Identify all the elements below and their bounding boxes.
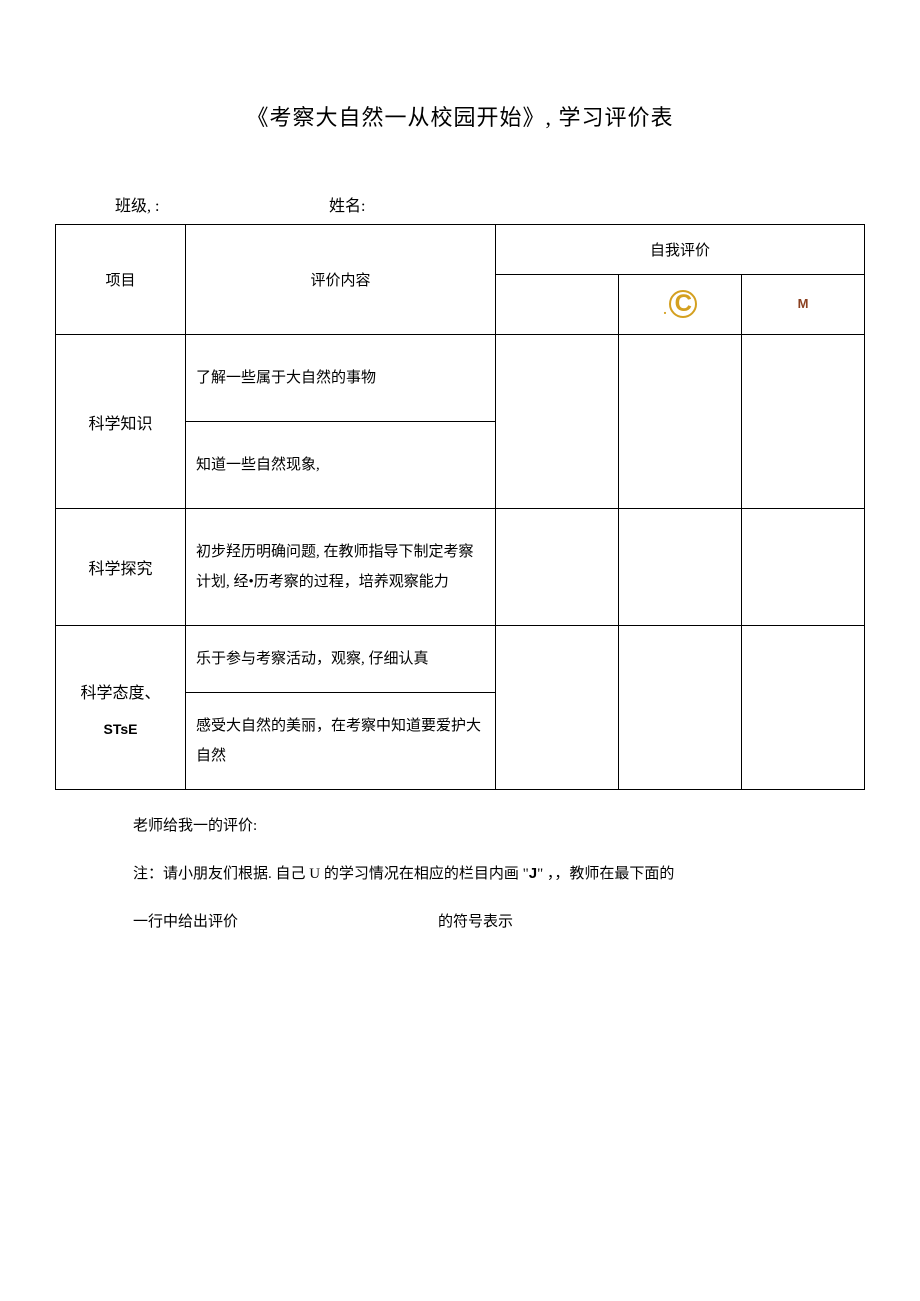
header-self-eval: 自我评价 xyxy=(496,225,865,275)
teacher-eval-label: 老师给我一的评价: xyxy=(55,802,865,850)
project-science-knowledge: 科学知识 xyxy=(56,335,186,509)
project-science-attitude: 科学态度、 STsE xyxy=(56,626,186,790)
content-cell: 了解一些属于大自然的事物 xyxy=(186,335,496,422)
form-header: 班级, : 姓名: xyxy=(55,192,865,216)
table-row: 科学知识 了解一些属于大自然的事物 xyxy=(56,335,865,422)
table-row: 科学探究 初步羟历明确问题, 在教师指导下制定考察计划, 经•历考察的过程，培养… xyxy=(56,509,865,626)
attitude-stse: STsE xyxy=(56,721,185,737)
eval-cell xyxy=(619,509,742,626)
eval-cell xyxy=(742,335,865,509)
note-line3-part2: 的符号表示 xyxy=(438,914,513,930)
content-cell: 感受大自然的美丽，在考察中知道要爱护大自然 xyxy=(186,693,496,790)
class-label: 班级, : xyxy=(115,192,325,216)
attitude-line1: 科学态度、 xyxy=(56,679,185,703)
evaluation-table: 项目 评价内容 自我评价 .C M 科学知识 了解一些属于大自然的事物 知道一些… xyxy=(55,224,865,790)
eval-cell xyxy=(619,335,742,509)
c-icon: C xyxy=(669,290,697,318)
footer-note-line-1: 注：请小朋友们根据. 自己 U 的学习情况在相应的栏目内画 "J" ，，教师在最… xyxy=(55,850,865,898)
note-part1: 注：请小朋友们根据. 自己 U 的学习情况在相应的栏目内画 " xyxy=(133,866,529,882)
table-header-row-1: 项目 评价内容 自我评价 xyxy=(56,225,865,275)
name-label: 姓名: xyxy=(329,192,365,216)
content-cell: 乐于参与考察活动，观察, 仔细认真 xyxy=(186,626,496,693)
project-science-inquiry: 科学探究 xyxy=(56,509,186,626)
note-part2: " ，，教师在最下面的 xyxy=(537,866,674,882)
footer-note-line-2: 一行中给出评价 的符号表示 xyxy=(55,898,865,946)
eval-cell xyxy=(619,626,742,790)
dot-icon: . xyxy=(663,298,668,318)
document-title: 《考察大自然一从校园开始》, 学习评价表 xyxy=(55,100,865,132)
note-line3-part1: 一行中给出评价 xyxy=(133,914,238,930)
header-project: 项目 xyxy=(56,225,186,335)
table-row: 科学态度、 STsE 乐于参与考察活动，观察, 仔细认真 xyxy=(56,626,865,693)
eval-cell xyxy=(742,626,865,790)
eval-col-1 xyxy=(496,275,619,335)
header-content: 评价内容 xyxy=(186,225,496,335)
eval-col-2-icon: .C xyxy=(619,275,742,335)
m-icon: M xyxy=(798,296,809,311)
eval-cell xyxy=(742,509,865,626)
eval-cell xyxy=(496,509,619,626)
eval-col-3-icon: M xyxy=(742,275,865,335)
content-cell: 知道一些自然现象, xyxy=(186,422,496,509)
j-mark: J xyxy=(529,865,537,882)
content-cell: 初步羟历明确问题, 在教师指导下制定考察计划, 经•历考察的过程，培养观察能力 xyxy=(186,509,496,626)
eval-cell xyxy=(496,626,619,790)
eval-cell xyxy=(496,335,619,509)
